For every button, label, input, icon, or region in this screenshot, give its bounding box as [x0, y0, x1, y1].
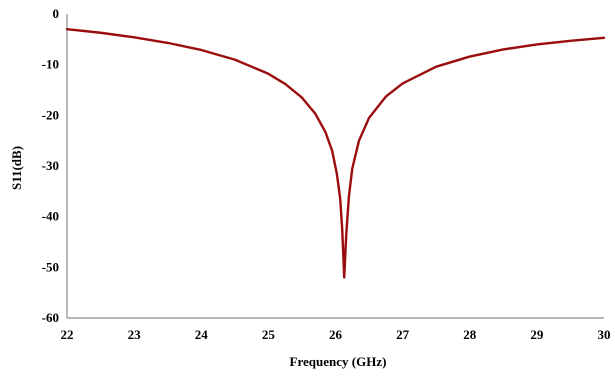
x-axis-title: Frequency (GHz) — [290, 354, 387, 369]
series-layer — [65, 28, 606, 279]
y-tick-label: -50 — [42, 259, 59, 274]
y-tick-label: 0 — [53, 6, 60, 21]
axes — [66, 14, 604, 319]
y-axis-title: S11(dB) — [9, 146, 24, 190]
x-tick-label: 22 — [61, 327, 74, 342]
y-tick-label: -60 — [42, 310, 59, 325]
x-tick-label: 25 — [262, 327, 276, 342]
x-tick-label: 27 — [396, 327, 410, 342]
y-tick-label: -10 — [42, 57, 59, 72]
s11-curve — [65, 28, 606, 279]
x-tick-label: 26 — [329, 327, 343, 342]
x-tick-label: 23 — [128, 327, 142, 342]
x-tick-label: 24 — [195, 327, 209, 342]
y-tick-label: -30 — [42, 158, 59, 173]
x-tick-label: 28 — [463, 327, 477, 342]
y-tick-label: -20 — [42, 107, 59, 122]
x-tick-label: 29 — [530, 327, 544, 342]
y-tick-label: -40 — [42, 209, 59, 224]
x-tick-label: 30 — [598, 327, 611, 342]
